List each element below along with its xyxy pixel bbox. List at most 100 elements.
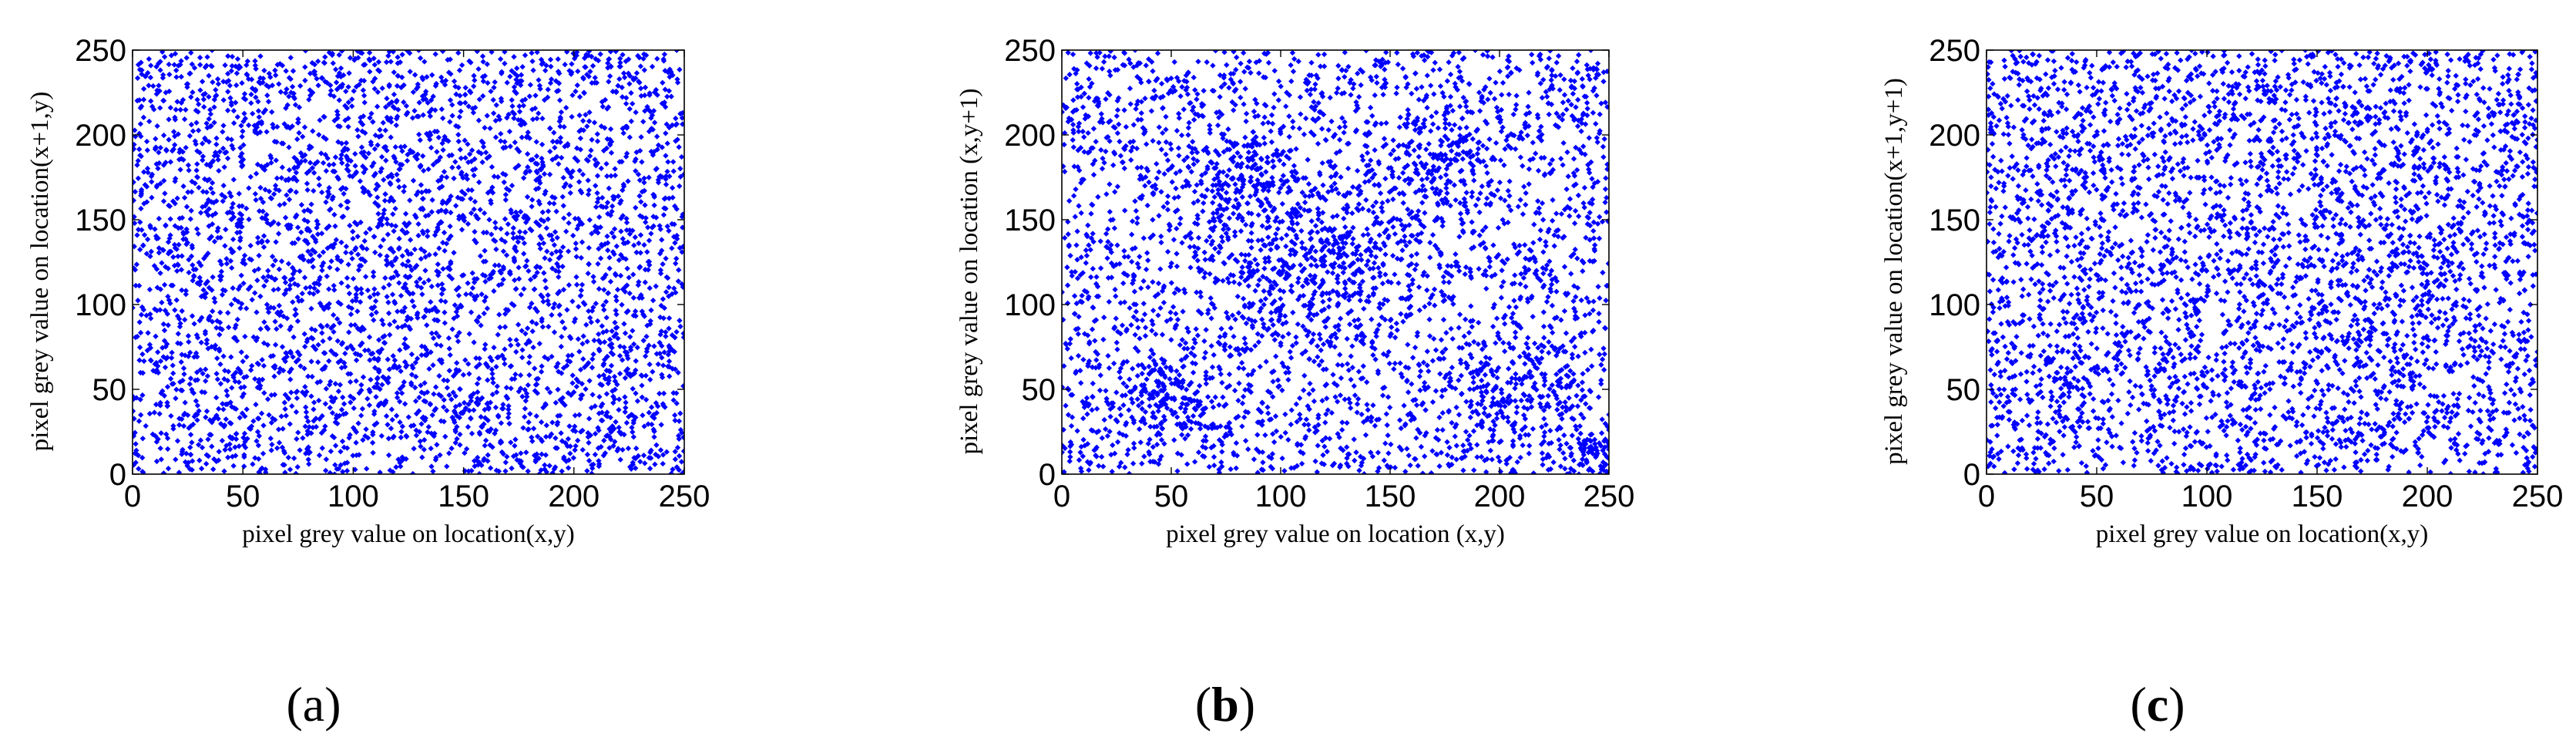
data-point xyxy=(471,339,477,345)
data-point xyxy=(303,404,309,410)
data-point xyxy=(302,157,308,164)
data-point xyxy=(355,133,361,140)
data-point xyxy=(657,271,664,277)
data-point xyxy=(613,325,620,332)
data-point xyxy=(438,291,445,297)
data-point xyxy=(189,189,195,195)
x-tick-label: 0 xyxy=(124,480,141,513)
data-point xyxy=(234,56,241,62)
data-point xyxy=(206,206,212,212)
data-point xyxy=(345,261,351,268)
data-point xyxy=(265,268,271,274)
data-point xyxy=(555,56,561,62)
data-point xyxy=(189,61,195,67)
data-point xyxy=(308,201,314,207)
data-point xyxy=(146,56,152,62)
data-point xyxy=(410,177,417,183)
data-point xyxy=(240,358,246,365)
data-point xyxy=(359,406,366,412)
data-point xyxy=(288,389,294,396)
data-point xyxy=(578,287,585,294)
data-point xyxy=(218,273,225,280)
data-point xyxy=(409,115,416,121)
data-point xyxy=(206,72,212,79)
data-point xyxy=(487,125,493,132)
data-point xyxy=(647,92,653,98)
data-point xyxy=(368,110,374,116)
data-point xyxy=(353,83,360,90)
data-point xyxy=(160,97,167,104)
data-point xyxy=(418,182,425,188)
data-point xyxy=(385,310,392,316)
data-point xyxy=(468,59,474,66)
data-point xyxy=(213,325,220,331)
data-point xyxy=(316,397,322,404)
data-point xyxy=(649,421,655,428)
data-point xyxy=(371,56,377,62)
data-point xyxy=(386,82,392,88)
data-point xyxy=(579,381,585,387)
data-point xyxy=(196,457,203,463)
data-point xyxy=(331,211,338,218)
data-point xyxy=(344,283,351,290)
data-point xyxy=(254,161,261,167)
data-point xyxy=(603,315,610,321)
data-point xyxy=(599,103,606,109)
data-point xyxy=(411,246,418,253)
data-point xyxy=(387,321,393,328)
data-point xyxy=(194,417,200,423)
data-point xyxy=(594,173,601,179)
data-point xyxy=(332,443,339,449)
data-point xyxy=(144,236,151,243)
data-point xyxy=(160,321,166,328)
data-point xyxy=(518,291,524,298)
data-point xyxy=(479,395,485,401)
data-point xyxy=(479,291,485,298)
data-point xyxy=(172,51,179,57)
data-point xyxy=(387,332,393,338)
data-point xyxy=(596,463,602,470)
y-tick-label: 100 xyxy=(75,288,126,322)
data-point xyxy=(526,419,532,426)
data-point xyxy=(308,305,314,311)
data-point xyxy=(657,390,663,397)
data-point xyxy=(232,444,238,450)
data-point xyxy=(535,433,541,439)
data-point xyxy=(525,468,531,474)
data-point xyxy=(633,358,639,364)
data-point xyxy=(134,75,141,81)
data-point xyxy=(153,266,160,272)
data-point xyxy=(628,118,634,124)
data-point xyxy=(136,344,143,351)
data-point xyxy=(589,470,595,474)
data-point xyxy=(241,110,247,116)
data-point xyxy=(520,425,526,431)
data-point xyxy=(220,198,226,204)
data-point xyxy=(525,426,531,433)
panel-label: (a) xyxy=(286,677,341,732)
data-point xyxy=(491,288,497,295)
data-point xyxy=(599,194,606,201)
data-point xyxy=(275,220,281,227)
data-point xyxy=(597,51,603,57)
data-point xyxy=(498,226,504,232)
data-point xyxy=(170,381,176,387)
data-point xyxy=(431,391,437,397)
data-point xyxy=(651,343,657,349)
data-point xyxy=(536,341,542,347)
y-tick-label: 250 xyxy=(75,34,126,68)
data-point xyxy=(196,259,202,266)
data-point xyxy=(601,287,607,293)
data-point xyxy=(197,62,203,68)
data-point xyxy=(189,439,195,446)
data-point xyxy=(527,277,534,283)
data-point xyxy=(307,251,314,258)
data-point xyxy=(358,290,364,297)
data-point xyxy=(172,116,179,123)
data-point xyxy=(295,429,301,436)
data-point xyxy=(428,446,434,452)
data-point xyxy=(451,315,457,321)
data-point xyxy=(408,372,415,378)
data-point xyxy=(254,234,261,241)
y-tick-label: 50 xyxy=(92,373,127,407)
